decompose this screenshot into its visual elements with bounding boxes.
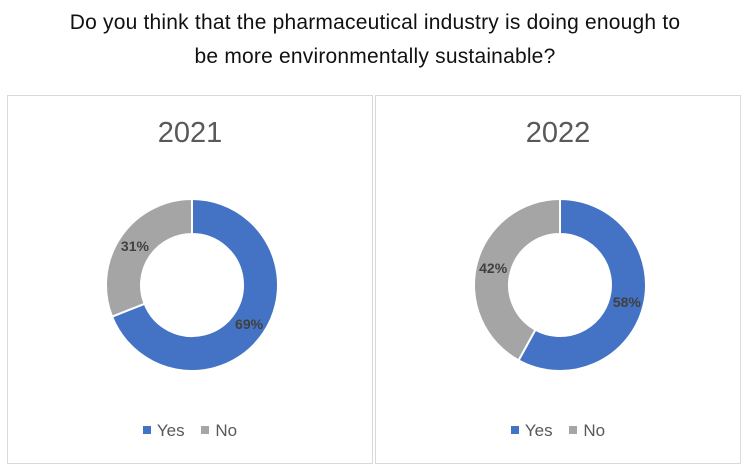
legend-label-yes: Yes bbox=[524, 421, 553, 440]
donut-chart: 58% 42% bbox=[473, 197, 647, 372]
legend-item-yes: Yes bbox=[142, 421, 185, 441]
legend-swatch-no bbox=[569, 426, 578, 434]
chart-legend: Yes No bbox=[376, 421, 740, 441]
chart-title: 2022 bbox=[525, 117, 591, 149]
legend-swatch-yes bbox=[510, 426, 519, 434]
chart-question-title: Do you think that the pharmaceutical ind… bbox=[0, 6, 750, 74]
donut-slice-yes bbox=[517, 197, 647, 372]
donut-slice-no bbox=[473, 197, 561, 362]
data-label-no: 31% bbox=[121, 238, 150, 254]
data-label-no: 42% bbox=[479, 260, 508, 276]
legend-swatch-yes bbox=[142, 426, 151, 434]
donut-chart-panel-2021: 2021 69% 31% Yes No bbox=[7, 95, 373, 464]
donut-chart-panel-2022: 2022 58% 42% Yes No bbox=[375, 95, 741, 464]
donut-chart: 69% 31% bbox=[105, 197, 279, 372]
question-line-1: Do you think that the pharmaceutical ind… bbox=[69, 11, 681, 34]
question-line-2: be more environmentally sustainable? bbox=[194, 45, 556, 68]
legend-swatch-no bbox=[201, 426, 210, 434]
data-label-yes: 58% bbox=[613, 294, 642, 310]
donut-slice-no bbox=[105, 197, 193, 318]
legend-item-yes: Yes bbox=[510, 421, 553, 441]
legend-label-no: No bbox=[215, 421, 238, 440]
data-label-yes: 69% bbox=[235, 316, 264, 332]
legend-item-no: No bbox=[201, 421, 237, 441]
chart-legend: Yes No bbox=[8, 421, 372, 441]
legend-label-no: No bbox=[583, 421, 606, 440]
chart-title: 2021 bbox=[157, 117, 223, 149]
donut-slice-yes bbox=[110, 197, 279, 372]
legend-item-no: No bbox=[569, 421, 605, 441]
legend-label-yes: Yes bbox=[156, 421, 185, 440]
